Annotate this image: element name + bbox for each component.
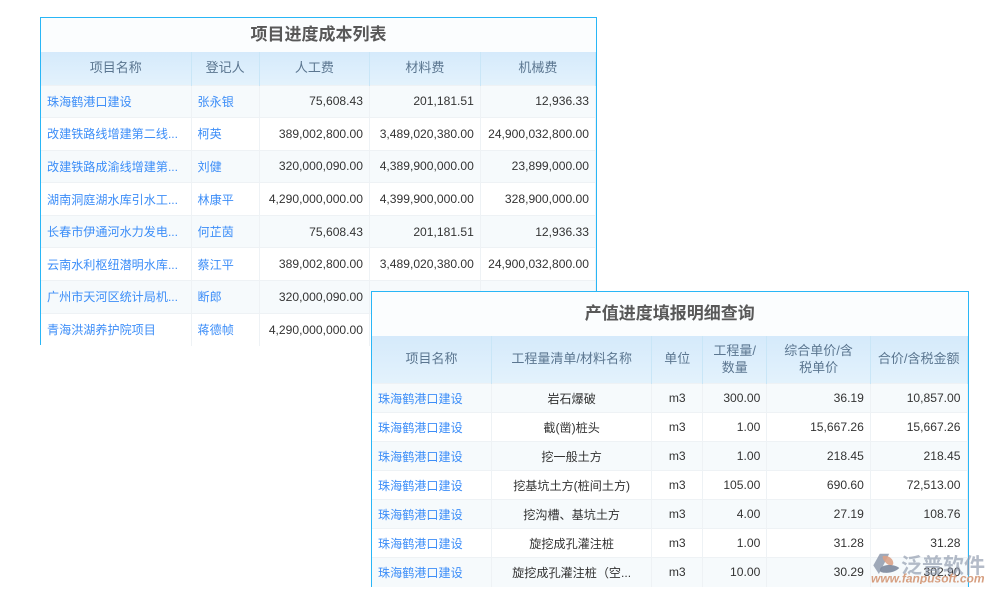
svg-text:www.fanpusoft.com: www.fanpusoft.com	[871, 572, 985, 585]
